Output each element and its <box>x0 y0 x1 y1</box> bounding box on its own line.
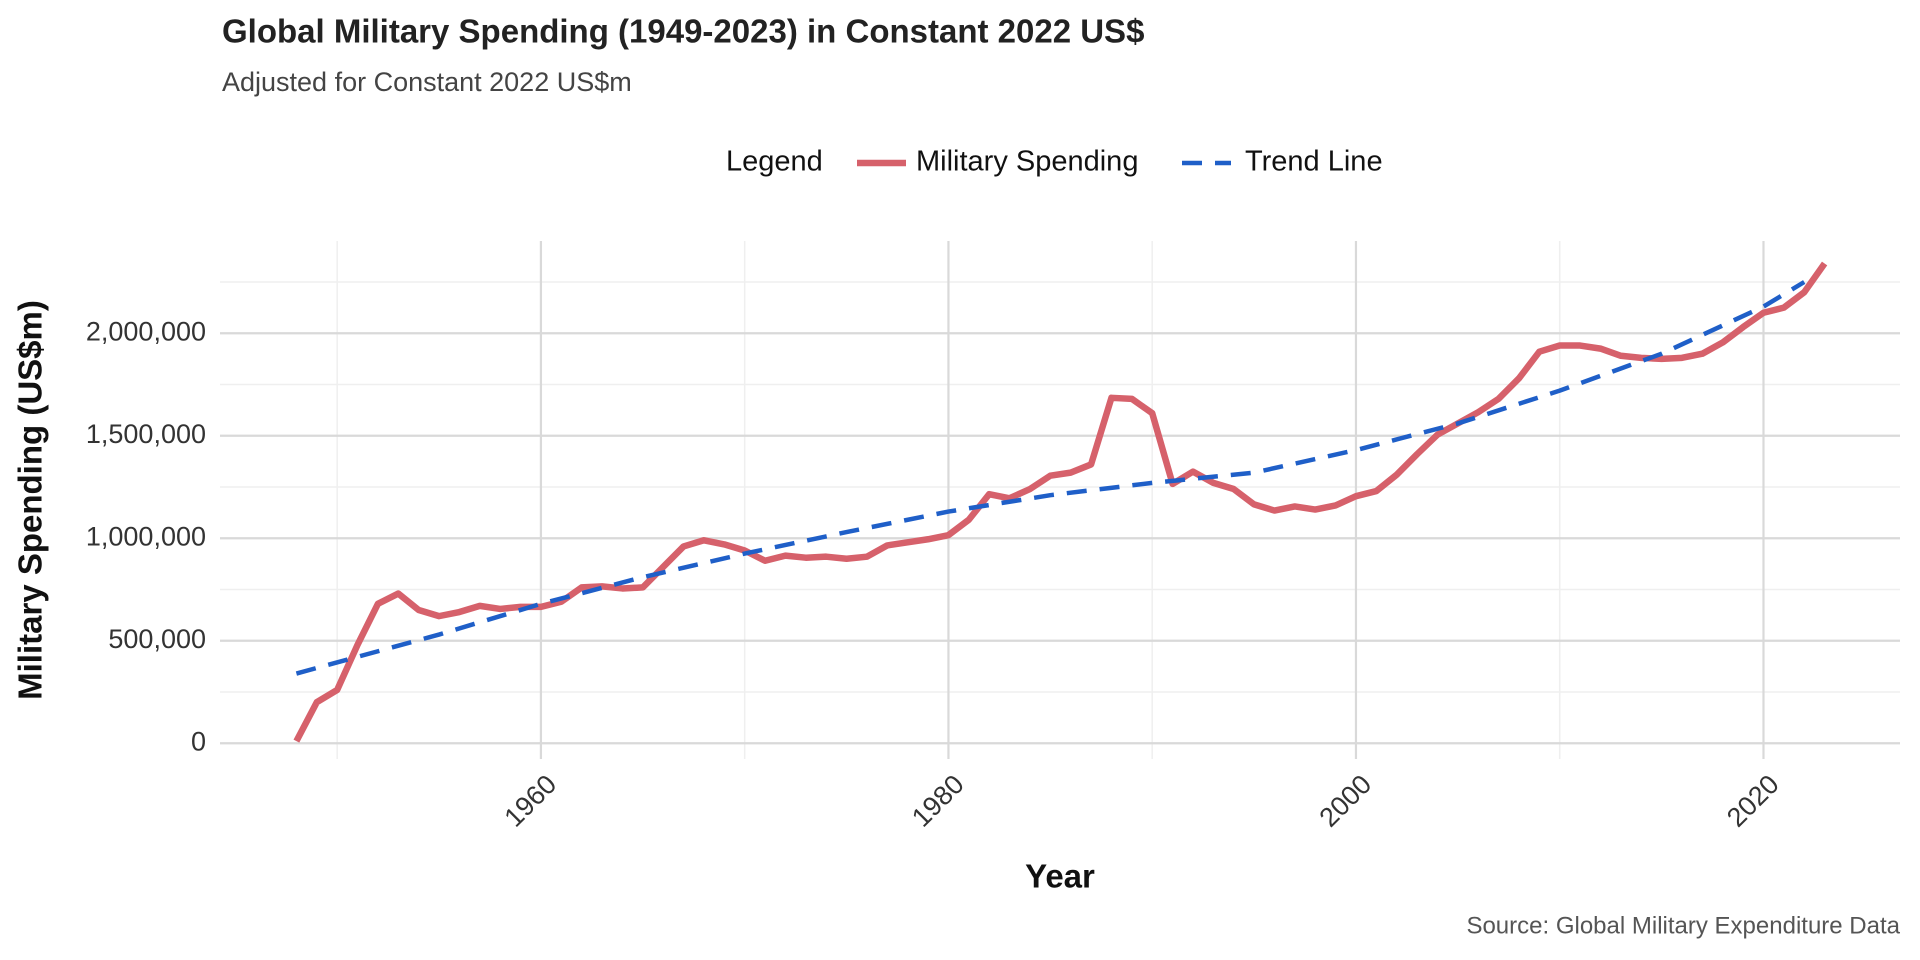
legend-label: Trend Line <box>1245 146 1383 178</box>
y-tick-label: 500,000 <box>108 624 206 654</box>
y-tick-label: 0 <box>191 726 206 756</box>
y-tick-label: 2,000,000 <box>86 316 206 346</box>
y-tick-label: 1,500,000 <box>86 419 206 449</box>
legend-label: Military Spending <box>916 146 1138 178</box>
trend-line <box>295 280 1806 676</box>
legend-title: Legend <box>726 146 823 178</box>
chart-title: Global Military Spending (1949-2023) in … <box>222 13 1144 50</box>
chart-subtitle: Adjusted for Constant 2022 US$m <box>222 67 632 97</box>
x-axis-title: Year <box>1025 858 1095 895</box>
y-tick-label: 1,000,000 <box>86 521 206 551</box>
caption: Source: Global Military Expenditure Data <box>1466 912 1900 939</box>
y-axis-title: Military Spending (US$m) <box>12 300 49 700</box>
data-line <box>293 261 1828 743</box>
